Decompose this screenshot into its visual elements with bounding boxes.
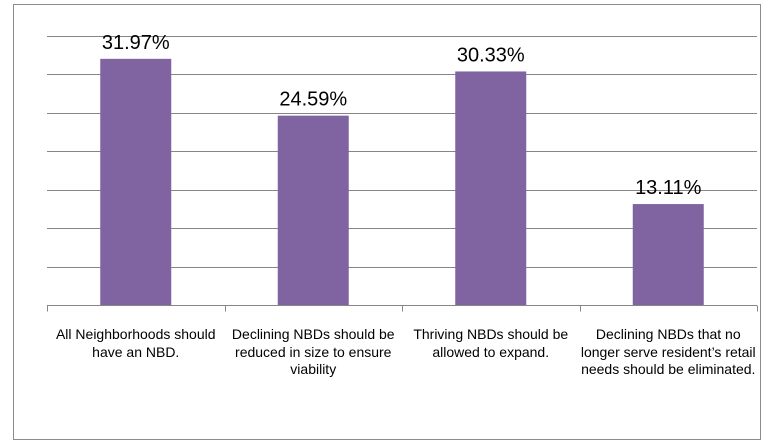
- bar-1: [100, 58, 172, 306]
- category-label-3: Thriving NBDs should be allowed to expan…: [413, 326, 569, 360]
- data-label-3: 30.33%: [457, 44, 525, 66]
- data-label-4: 13.11%: [635, 177, 702, 199]
- bar-2: [277, 115, 349, 305]
- data-label-1: 31.97%: [102, 32, 170, 54]
- bar-4: [632, 204, 704, 305]
- category-label-1: All Neighborhoods should have an NBD.: [55, 326, 216, 360]
- data-label-2: 24.59%: [279, 89, 347, 111]
- category-label-4: Declining NBDs that no longer serve resi…: [580, 326, 756, 377]
- category-label-2: Declining NBDs should be reduced in size…: [231, 326, 395, 377]
- bar-3: [455, 71, 527, 305]
